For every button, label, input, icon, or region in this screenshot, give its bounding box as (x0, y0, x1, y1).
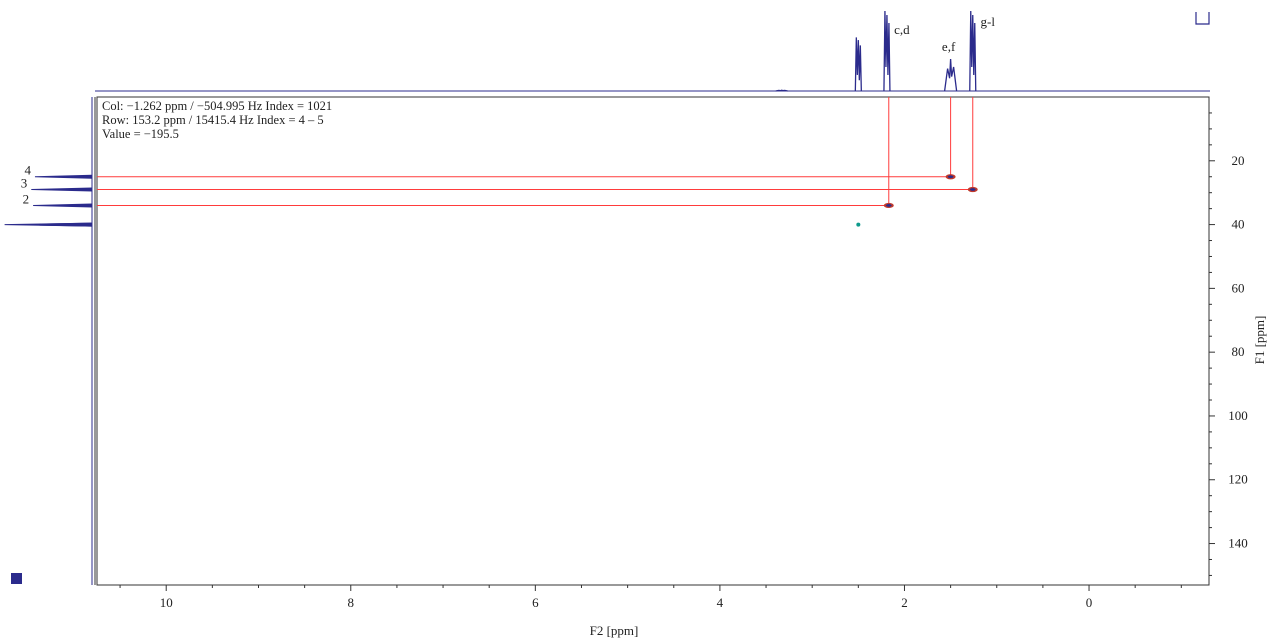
x-axis-ticks: 10 8 6 4 2 0 (119, 585, 1182, 610)
y-axis-title: F1 [ppm] (1252, 316, 1267, 365)
cross-peak-core (947, 175, 954, 179)
solvent-cross-peak (856, 222, 861, 227)
layout-square-icon[interactable] (11, 573, 22, 584)
y-tick-label: 20 (1232, 153, 1245, 168)
h1-peak-label: c,d (894, 22, 910, 37)
x-tick-label: 6 (532, 595, 539, 610)
cursor-row-readout: Row: 153.2 ppm / 15415.4 Hz Index = 4 – … (102, 113, 324, 127)
h1-projection-peaks (775, 10, 977, 92)
h1-peak-labels: c,d e,f g-l (894, 14, 995, 54)
cross-peak-core (885, 204, 892, 207)
h1-peak (775, 89, 788, 92)
y-tick-label: 100 (1228, 408, 1248, 423)
y-axis-ticks: 20 40 60 80 100 120 140 (1209, 112, 1248, 576)
cursor-value-readout: Value = −195.5 (102, 127, 179, 141)
y-tick-label: 40 (1232, 217, 1245, 232)
c13-peak-label: 3 (21, 175, 28, 190)
x-tick-label: 8 (348, 595, 355, 610)
x-axis-title: F2 [ppm] (590, 623, 639, 638)
h1-peak (854, 37, 862, 92)
c13-peak-label: 4 (24, 163, 31, 178)
c13-peak-labels: 432 (21, 163, 32, 207)
scroll-handle-icon[interactable] (1195, 12, 1210, 25)
h1-peak (943, 58, 958, 92)
x-tick-label: 4 (717, 595, 724, 610)
h1-peak-label: e,f (942, 39, 956, 54)
x-tick-label: 2 (901, 595, 908, 610)
c13-peak (33, 203, 93, 208)
c13-peak-body (39, 222, 92, 227)
y-tick-label: 120 (1228, 472, 1248, 487)
h1-peak (969, 10, 977, 92)
cross-peaks (856, 174, 978, 227)
y-tick-label: 80 (1232, 344, 1245, 359)
x-tick-label: 0 (1086, 595, 1093, 610)
h1-peak-label: g-l (981, 14, 996, 29)
cross-peak-core (969, 188, 976, 191)
plot-frame (96, 96, 1210, 586)
c13-projection-peaks (4, 174, 93, 227)
c13-peak (34, 174, 93, 179)
y-tick-label: 140 (1228, 536, 1248, 551)
cursor-col-readout: Col: −1.262 ppm / −504.995 Hz Index = 10… (102, 99, 332, 113)
c13-peak-label: 2 (23, 191, 30, 206)
x-tick-label: 10 (160, 595, 173, 610)
y-tick-label: 60 (1232, 280, 1245, 295)
h1-peak (883, 10, 891, 92)
c13-peak (31, 187, 93, 192)
crosshair-lines (97, 97, 974, 206)
